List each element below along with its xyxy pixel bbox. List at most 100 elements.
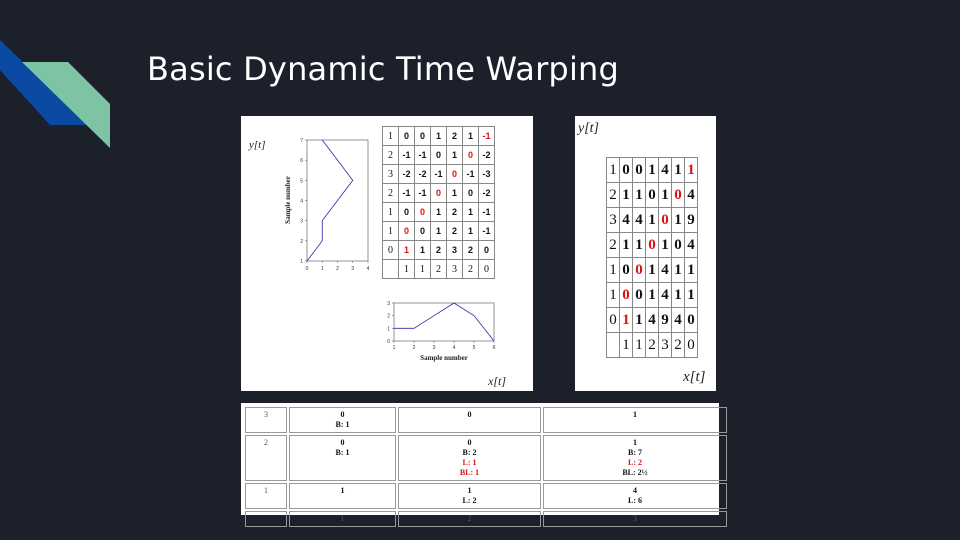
cost-matrix-path-cell: 0 [632,257,646,283]
vertical-plot-xtick-label: 0 [306,266,309,272]
horizontal-plot-ytick-label: 2 [387,314,390,320]
horizontal-plot-xtick-label: 5 [473,345,476,351]
diff-matrix-row-label: 2 [382,183,399,203]
diff-matrix-row-label: 2 [382,145,399,165]
backpointer-cell-value: 1 [467,486,472,495]
cost-matrix-cell: 0 [671,232,685,258]
cost-matrix-cell: 1 [632,307,646,333]
diff-matrix-cell: -1 [398,183,415,203]
cost-matrix-cell: 1 [632,232,646,258]
cost-matrix-x-label: 1 [619,332,633,358]
diff-matrix-row-label: 1 [382,221,399,241]
diff-matrix-cell: -1 [398,145,415,165]
cost-matrix-cell: 1 [645,157,659,183]
cost-matrix-row-label: 0 [606,307,620,333]
diff-matrix-cell: 0 [462,183,479,203]
diff-matrix-cell: 0 [414,126,431,146]
diff-matrix-path-cell: 0 [462,145,479,165]
horizontal-plot-xtick-label: 6 [493,345,496,351]
backpointer-row: 2 0 B: 1 0 B: 2 L: 1 BL: 1 1 B: 7 L: 2 BL: 2½ [245,435,727,481]
cost-matrix-cell: 0 [684,307,698,333]
backpointer-cell-note: BL: 1 [459,468,480,477]
diff-matrix-row-label: 1 [382,126,399,146]
cost-matrix-cell: 1 [671,157,685,183]
cost-matrix-cell: 1 [658,182,672,208]
horizontal-plot-xtick-label: 2 [413,345,416,351]
cost-matrix-row-label: 2 [606,232,620,258]
backpointer-cell-note: L: 2 [462,496,477,505]
backpointer-cell-note: L: 1 [462,458,477,467]
cost-matrix-cell: 1 [619,232,633,258]
cost-matrix-cell: 1 [684,282,698,308]
horizontal-plot-xtick-label: 4 [453,345,456,351]
diff-matrix-cell: -1 [478,202,495,222]
diff-matrix-cell: 2 [462,240,479,260]
diff-matrix-cell: -3 [478,164,495,184]
backpointer-cell-value: 1 [633,438,637,447]
diff-matrix-cell: -1 [414,145,431,165]
diff-matrix-cell: 0 [478,240,495,260]
vertical-plot-ytick-label: 7 [300,138,303,144]
vertical-plot-ytick-label: 1 [300,259,303,265]
backpointer-cell-value: 4 [633,486,637,495]
cost-matrix-x-label: 1 [632,332,646,358]
diff-matrix-cell: 1 [462,126,479,146]
vertical-plot-ytick-label: 4 [300,199,303,205]
green-chevron-shape [22,62,110,148]
cost-matrix-x-label [606,332,620,358]
backpointer-cell: 1 L: 2 [398,483,541,509]
cost-matrix-row-label: 3 [606,207,620,233]
diff-matrix-cell: -1 [414,183,431,203]
diff-matrix-cell: -1 [462,164,479,184]
horizontal-plot-ytick-label: 0 [387,339,390,345]
cost-matrix-cell: 0 [619,157,633,183]
cost-matrix-path-cell: 0 [619,282,633,308]
diff-matrix-cell: -2 [398,164,415,184]
cost-matrix-cell: 0 [619,257,633,283]
diff-matrix-cell: -1 [430,164,447,184]
backpointer-cell: 1 [543,407,727,433]
diff-matrix-row: 2 -1 -1 0 1 0 -2 [382,183,495,203]
vertical-plot-ytick-label: 6 [300,158,303,164]
backpointer-cell: 0 [398,407,541,433]
vertical-plot-xtick-label: 2 [336,266,339,272]
diff-matrix-path-cell: 0 [398,221,415,241]
diff-matrix-x-label: 1 [398,259,415,279]
diff-matrix-row: 1 0 0 1 2 1 -1 [382,202,495,222]
backpointer-cell-value: 0 [340,438,345,447]
backpointer-row-label: 3 [245,407,287,433]
diff-matrix-cell: 0 [398,202,415,222]
cost-matrix-x-label: 2 [671,332,685,358]
horizontal-plot-ytick-label: 1 [387,326,390,332]
panel-b-x-axis-label: x[t] [683,369,706,385]
cost-matrix-cell: 4 [619,207,633,233]
cost-matrix-path-cell: 0 [645,232,659,258]
cost-matrix-cell: 1 [645,257,659,283]
diff-matrix-cell: -1 [478,221,495,241]
backpointer-cell-note: BL: 2½ [622,468,648,477]
backpointer-footer-label [245,511,287,527]
diff-matrix-row: 1 0 0 1 2 1 -1 [382,126,495,146]
decorative-chevron [0,40,110,148]
backpointer-cell-note: B: 2 [462,448,477,457]
diff-matrix-cell: 2 [446,221,463,241]
cost-matrix-cell: 1 [671,257,685,283]
vertical-plot-ytick-label: 2 [300,239,303,245]
diff-matrix-cell: 1 [462,202,479,222]
cost-matrix-row-label: 1 [606,282,620,308]
diff-matrix-cell: 2 [446,126,463,146]
cost-matrix-path-cell: 1 [684,157,698,183]
diff-matrix-x-label [382,259,399,279]
diff-matrix-cell: 1 [446,183,463,203]
cost-matrix-row-label: 1 [606,257,620,283]
panel-a-x-axis-label: x[t] [488,374,506,388]
backpointer-cell: 0 B: 2 L: 1 BL: 1 [398,435,541,481]
